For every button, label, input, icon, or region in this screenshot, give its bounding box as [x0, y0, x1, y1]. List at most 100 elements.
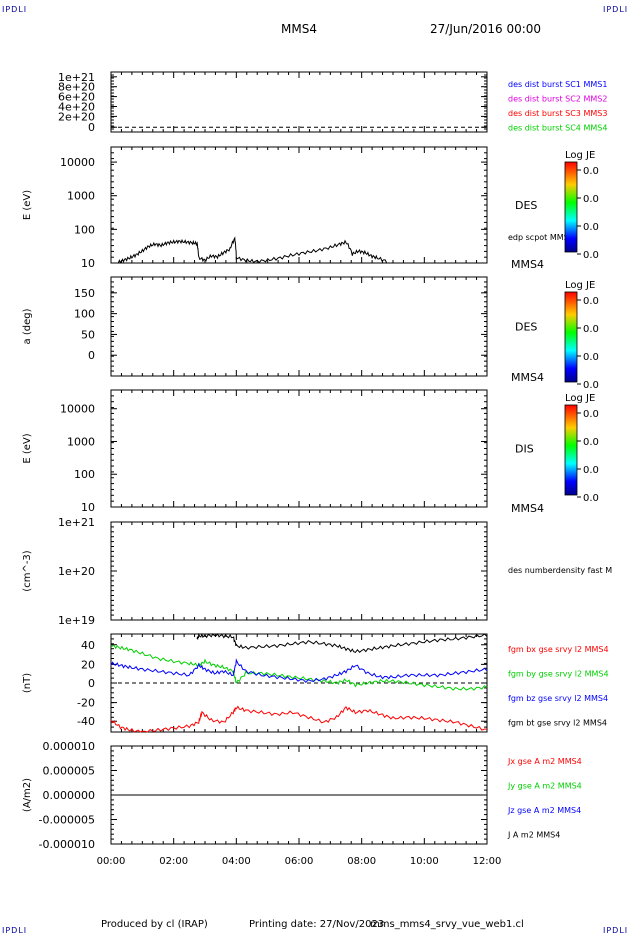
date-title: 27/Jun/2016 00:00 [430, 22, 542, 36]
x-tick-label: 02:00 [159, 856, 188, 867]
panel-frame [110, 521, 488, 621]
series-label: edp scpot MMS4 [508, 233, 574, 242]
y-tick-label: 1000 [67, 435, 95, 448]
colorbar-title: Log JE [565, 150, 595, 161]
y-tick-label: 1e+21 [58, 516, 95, 529]
y-tick-label: 8e+20 [58, 81, 95, 94]
series-line-bt [196, 632, 488, 654]
colorbar-label: 0.0 [583, 493, 599, 504]
legend-label: des dist burst SC3 MMS3 [508, 109, 607, 118]
y-tick-label: 20 [81, 658, 95, 671]
y-tick-label: 1000 [67, 190, 95, 203]
panel-frame [110, 389, 488, 508]
y-tick-label: 0.000005 [43, 765, 96, 778]
y-tick-label: 10 [81, 257, 95, 270]
spacecraft-label: MMS4 [511, 258, 544, 271]
y-axis-label: E (eV) [22, 190, 33, 220]
corner-label-bottom-right: IPDLI [603, 926, 629, 935]
colorbar-label: 0.0 [583, 296, 599, 307]
legend-label: des dist burst SC4 MMS4 [508, 124, 607, 133]
panel-2: 10000 1000 100 10 E (eV) edp scpot MMS4 DES MMS… [22, 146, 599, 271]
series-line-bz [110, 658, 488, 684]
legend-label: fgm bt gse srvy l2 MMS4 [508, 719, 607, 728]
species-label: DES [515, 321, 537, 334]
y-axis-label: (A/m2) [22, 778, 33, 812]
x-tick-label: 00:00 [97, 856, 126, 867]
colorbar-gradient [564, 161, 578, 253]
corner-label-top-right: IPDLI [603, 5, 629, 14]
x-tick-label: 06:00 [285, 856, 314, 867]
y-tick-label: 50 [81, 328, 95, 341]
colorbar-gradient [564, 291, 578, 383]
colorbar-label: 0.0 [583, 437, 599, 448]
footer-produced-by: Produced by cl (IRAP) [101, 919, 208, 930]
y-tick-label: 1e+19 [58, 614, 95, 627]
y-tick-label: 0 [88, 349, 95, 362]
colorbar-label: 0.0 [583, 465, 599, 476]
y-tick-label: -0.000005 [39, 814, 95, 827]
y-tick-label: 40 [81, 639, 95, 652]
footer-printing-date: Printing date: 27/Nov/2023 [249, 919, 385, 930]
series-line-line [117, 236, 388, 264]
x-tick-label: 04:00 [222, 856, 251, 867]
colorbar-label: 0.0 [583, 250, 599, 261]
legend-label: fgm by gse srvy l2 MMS4 [508, 670, 609, 679]
species-label: DES [515, 199, 537, 212]
legend-label: des dist burst SC1 MMS1 [508, 80, 607, 89]
species-label: DIS [515, 443, 534, 456]
legend-label: fgm bz gse srvy l2 MMS4 [508, 694, 608, 703]
panel-5: 1e+21 1e+20 1e+19 (cm^-3) des numberdensity … [22, 516, 612, 627]
y-tick-label: 100 [74, 223, 95, 236]
y-tick-label: -0.000010 [39, 838, 95, 851]
y-tick-label: 0 [88, 121, 95, 134]
y-tick-label: -20 [77, 697, 95, 710]
y-tick-label: 2e+20 [58, 110, 95, 123]
legend-label: des dist burst SC2 MMS2 [508, 95, 607, 104]
y-tick-label: 6e+20 [58, 91, 95, 104]
colorbar-label: 0.0 [583, 222, 599, 233]
y-tick-label: 1e+21 [58, 71, 95, 84]
colorbar-title: Log JE [565, 280, 595, 291]
x-tick-label: 10:00 [410, 856, 439, 867]
colorbar-gradient [564, 404, 578, 496]
panel-frame [110, 276, 488, 377]
y-tick-label: 10000 [60, 156, 95, 169]
y-tick-label: 10 [81, 501, 95, 514]
y-tick-label: -40 [77, 715, 95, 728]
y-axis-label: (cm^-3) [22, 550, 33, 591]
colorbar-label: 0.0 [583, 352, 599, 363]
y-tick-label: 0 [88, 677, 95, 690]
y-tick-label: 1e+20 [58, 565, 95, 578]
y-axis-label: E (eV) [22, 433, 33, 463]
panel-4: 10000 1000 100 10 E (eV) DIS MMS4 Log JE 0.0 0.0 0… [22, 389, 599, 515]
legend-label: Jy gse A m2 MMS4 [507, 782, 582, 791]
corner-label-top-left: IPDLI [2, 5, 28, 14]
colorbar-label: 0.0 [583, 409, 599, 420]
legend-label: Jz gse A m2 MMS4 [507, 806, 581, 815]
colorbar-label: 0.0 [583, 324, 599, 335]
y-tick-label: 4e+20 [58, 101, 95, 114]
y-tick-label: 150 [74, 287, 95, 300]
y-tick-label: 0.000010 [43, 740, 96, 753]
panel-frame [110, 146, 488, 264]
y-tick-label: 100 [74, 468, 95, 481]
legend-label: J A m2 MMS4 [507, 831, 560, 840]
panel-3: 150 100 50 0 a (deg) DES MMS4 Log JE 0.0 0.0 0.0 0.… [22, 276, 599, 391]
panel-7: 0.000010 0.000005 0.000000 -0.000005 -0.0000… [22, 740, 582, 851]
series-line-bx [110, 705, 488, 733]
x-tick-label: 12:00 [473, 856, 502, 867]
x-tick-label: 08:00 [347, 856, 376, 867]
colorbar: Log JE 0.0 0.0 0.0 0.0 [564, 150, 599, 261]
y-tick-label: 10000 [60, 403, 95, 416]
spacecraft-title: MMS4 [281, 22, 317, 36]
colorbar: Log JE 0.0 0.0 0.0 0.0 [564, 280, 599, 391]
legend-label: des numberdensity fast M [508, 566, 612, 575]
spacecraft-label: MMS4 [511, 502, 544, 515]
panel-frame [110, 71, 488, 133]
spacecraft-label: MMS4 [511, 371, 544, 384]
series-line-by [110, 644, 488, 691]
y-axis-label: a (deg) [22, 308, 33, 344]
colorbar-title: Log JE [565, 393, 595, 404]
